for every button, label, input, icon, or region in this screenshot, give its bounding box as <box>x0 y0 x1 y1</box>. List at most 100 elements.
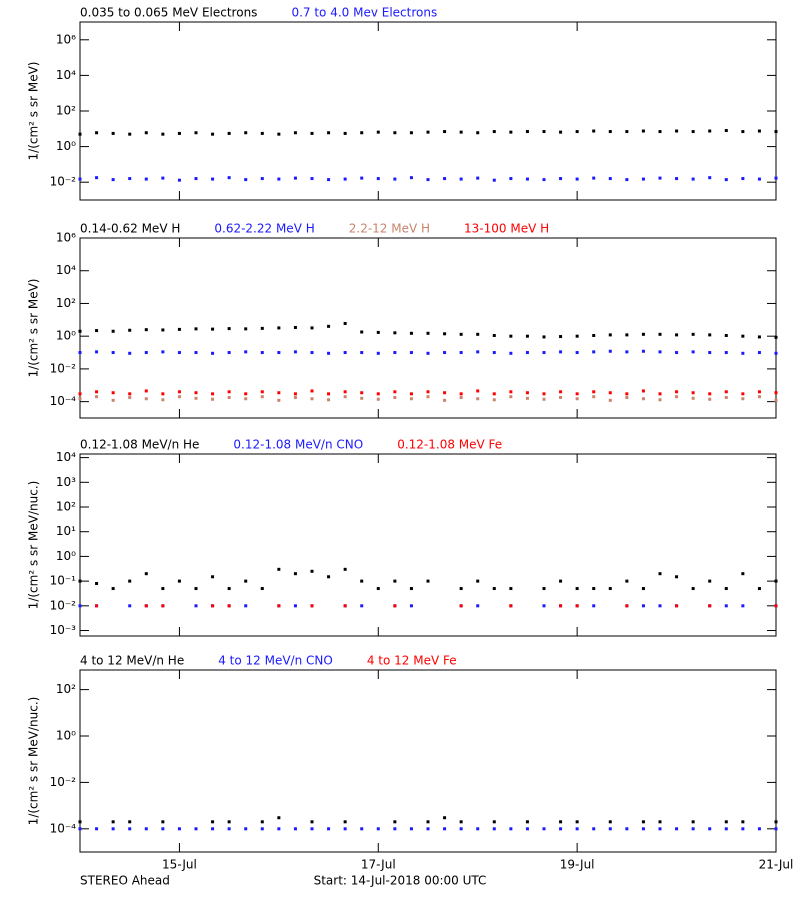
data-point <box>327 398 331 402</box>
data-point <box>426 351 430 355</box>
data-point <box>177 327 181 331</box>
data-point <box>327 178 331 182</box>
data-point <box>111 827 115 831</box>
data-point <box>708 129 712 133</box>
data-point <box>227 587 231 591</box>
data-point <box>211 132 215 136</box>
data-point <box>244 131 248 135</box>
data-point <box>608 349 612 353</box>
data-point <box>177 178 181 182</box>
data-point <box>708 333 712 337</box>
data-point <box>95 176 99 180</box>
data-point <box>227 820 231 824</box>
data-point <box>741 177 745 181</box>
data-point <box>343 131 347 135</box>
data-point <box>95 329 99 333</box>
data-point <box>227 827 231 831</box>
data-point <box>757 587 761 591</box>
data-point <box>95 604 99 608</box>
data-point <box>509 334 513 338</box>
data-point <box>409 392 413 396</box>
y-tick-label: 10⁻² <box>50 775 77 789</box>
data-point <box>360 396 364 400</box>
data-point <box>211 604 215 608</box>
data-point <box>310 827 314 831</box>
data-point <box>161 328 165 332</box>
data-point <box>476 579 480 583</box>
data-point <box>244 392 248 396</box>
data-point <box>509 827 513 831</box>
data-point <box>144 397 148 401</box>
data-point <box>509 395 513 399</box>
data-point <box>360 391 364 395</box>
data-point <box>111 391 115 395</box>
data-point <box>161 176 165 180</box>
data-point <box>310 820 314 824</box>
data-point <box>360 579 364 583</box>
data-point <box>724 587 728 591</box>
data-point <box>393 131 397 135</box>
data-point <box>492 130 496 134</box>
data-point <box>774 130 778 134</box>
data-point <box>376 397 380 401</box>
data-point <box>244 827 248 831</box>
data-point <box>492 398 496 402</box>
y-axis-label: 1/(cm² s sr MeV/nuc.) <box>27 697 41 826</box>
data-point <box>244 178 248 182</box>
data-point <box>459 177 463 181</box>
data-point <box>211 392 215 396</box>
data-point <box>327 392 331 396</box>
data-point <box>111 398 115 402</box>
data-point <box>293 350 297 354</box>
data-point <box>409 397 413 401</box>
data-point <box>78 351 82 355</box>
data-point <box>293 325 297 329</box>
data-point <box>592 350 596 354</box>
data-point <box>492 820 496 824</box>
data-point <box>277 567 281 571</box>
data-point <box>708 397 712 401</box>
data-point <box>575 334 579 338</box>
data-point <box>459 130 463 134</box>
data-point <box>260 820 264 824</box>
data-point <box>559 177 563 181</box>
data-point <box>376 587 380 591</box>
data-point <box>111 178 115 182</box>
x-tick-label: 15-Jul <box>162 858 197 872</box>
data-point <box>161 604 165 608</box>
data-point <box>708 392 712 396</box>
data-point <box>608 587 612 591</box>
data-point <box>293 572 297 576</box>
y-tick-label: 10⁶ <box>56 32 76 46</box>
data-point <box>111 587 115 591</box>
data-point <box>559 827 563 831</box>
data-point <box>111 131 115 135</box>
data-point <box>211 327 215 331</box>
data-point <box>244 350 248 354</box>
data-point <box>774 827 778 831</box>
data-point <box>641 397 645 401</box>
data-point <box>128 827 132 831</box>
data-point <box>128 328 132 332</box>
data-point <box>641 332 645 336</box>
data-point <box>774 604 778 608</box>
legend-entry: 2.2-12 MeV H <box>349 222 430 236</box>
data-point <box>559 395 563 399</box>
data-point <box>492 827 496 831</box>
y-tick-label: 10⁻³ <box>50 623 77 637</box>
data-point <box>708 604 712 608</box>
legend-entry: 0.12-1.08 MeV/n He <box>80 438 199 452</box>
data-point <box>625 130 629 134</box>
data-point <box>675 604 679 608</box>
legend-entry: 0.12-1.08 MeV Fe <box>397 438 502 452</box>
data-point <box>774 391 778 395</box>
data-point <box>95 582 99 586</box>
data-point <box>525 351 529 355</box>
data-point <box>608 398 612 402</box>
data-point <box>426 820 430 824</box>
data-point <box>260 326 264 330</box>
data-point <box>708 351 712 355</box>
data-point <box>161 827 165 831</box>
data-point <box>95 827 99 831</box>
data-point <box>525 177 529 181</box>
